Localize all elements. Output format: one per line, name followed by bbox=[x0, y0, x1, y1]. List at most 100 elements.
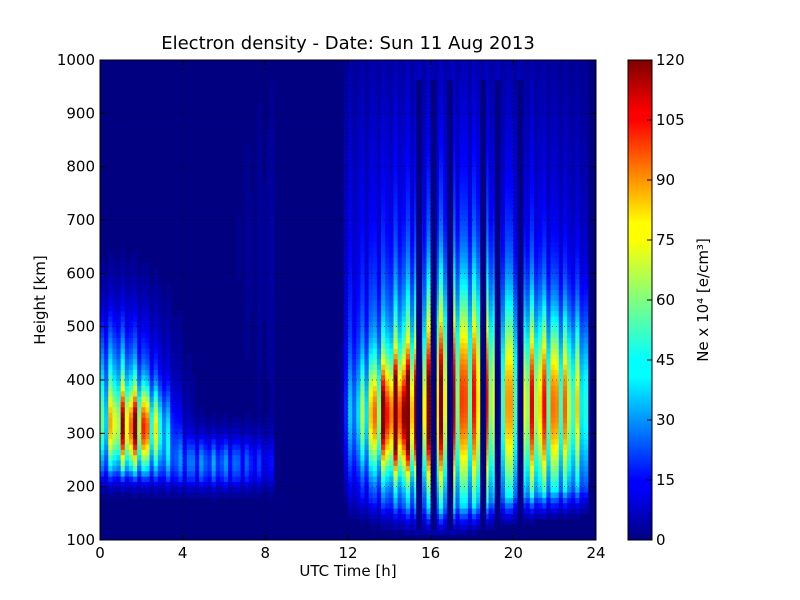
heatmap-cell bbox=[385, 326, 390, 333]
heatmap-cell bbox=[149, 396, 155, 402]
heatmap-cell bbox=[393, 470, 399, 477]
heatmap-cell bbox=[463, 289, 469, 296]
heatmap-cell bbox=[116, 481, 122, 488]
heatmap-cell bbox=[476, 321, 481, 328]
heatmap-cell bbox=[153, 460, 159, 466]
heatmap-cell bbox=[360, 385, 366, 392]
heatmap-cell bbox=[455, 246, 461, 253]
heatmap-cell bbox=[426, 406, 432, 413]
heatmap-cell bbox=[451, 454, 457, 461]
heatmap-cell bbox=[422, 518, 428, 525]
heatmap-cell bbox=[472, 380, 477, 386]
heatmap-cell bbox=[157, 449, 163, 456]
heatmap-cell bbox=[360, 108, 366, 114]
heatmap-cell bbox=[459, 225, 465, 232]
heatmap-cell bbox=[364, 316, 370, 322]
heatmap-cell bbox=[505, 278, 510, 285]
heatmap-cell bbox=[364, 310, 370, 317]
heatmap-cell bbox=[463, 198, 469, 205]
heatmap-cell bbox=[451, 273, 457, 280]
heatmap-cell bbox=[104, 321, 109, 328]
heatmap-cell bbox=[215, 465, 221, 472]
heatmap-cell bbox=[381, 209, 386, 216]
heatmap-cell bbox=[137, 470, 142, 477]
heatmap-cell bbox=[484, 412, 490, 418]
heatmap-cell bbox=[128, 476, 134, 482]
heatmap-cell bbox=[463, 433, 469, 440]
heatmap-cell bbox=[120, 316, 126, 322]
heatmap-cell bbox=[467, 220, 473, 226]
heatmap-cell bbox=[455, 470, 461, 477]
heatmap-cell bbox=[157, 348, 163, 354]
heatmap-cell bbox=[455, 97, 461, 104]
heatmap-cell bbox=[459, 385, 465, 392]
heatmap-cell bbox=[348, 326, 353, 333]
heatmap-cell bbox=[248, 214, 254, 221]
heatmap-cell bbox=[397, 102, 403, 109]
heatmap-cell bbox=[368, 246, 374, 253]
heatmap-cell bbox=[137, 412, 142, 418]
heatmap-cell bbox=[372, 438, 378, 445]
heatmap-cell bbox=[372, 113, 378, 120]
heatmap-cell bbox=[467, 444, 473, 450]
heatmap-cell bbox=[153, 406, 159, 413]
heatmap-cell bbox=[124, 444, 130, 450]
heatmap-cell bbox=[261, 444, 266, 450]
heatmap-cell bbox=[178, 433, 184, 440]
heatmap-cell bbox=[108, 374, 113, 381]
heatmap-cell bbox=[376, 492, 382, 498]
heatmap-cell bbox=[410, 460, 415, 466]
heatmap-cell bbox=[157, 438, 163, 445]
heatmap-cell bbox=[484, 156, 490, 162]
heatmap-cell bbox=[211, 486, 217, 493]
heatmap-cell bbox=[459, 129, 465, 136]
heatmap-cell bbox=[397, 454, 403, 461]
heatmap-cell bbox=[240, 470, 246, 477]
heatmap-cell bbox=[195, 481, 200, 488]
heatmap-cell bbox=[182, 470, 188, 477]
heatmap-cell bbox=[385, 252, 390, 258]
heatmap-cell bbox=[257, 172, 262, 178]
heatmap-cell bbox=[219, 428, 225, 434]
heatmap-cell bbox=[438, 486, 444, 493]
heatmap-cell bbox=[104, 486, 109, 493]
heatmap-cell bbox=[381, 433, 386, 440]
heatmap-cell bbox=[459, 300, 465, 306]
heatmap-cell bbox=[108, 353, 113, 360]
heatmap-cell bbox=[356, 102, 361, 109]
heatmap-cell bbox=[422, 230, 428, 237]
heatmap-cell bbox=[112, 460, 118, 466]
heatmap-cell bbox=[364, 396, 370, 402]
heatmap-cell bbox=[455, 396, 461, 402]
heatmap-cell bbox=[265, 492, 271, 498]
heatmap-cell bbox=[352, 140, 357, 146]
heatmap-cell bbox=[463, 454, 469, 461]
heatmap-cell bbox=[149, 289, 155, 296]
heatmap-cell bbox=[405, 385, 411, 392]
heatmap-cell bbox=[186, 481, 192, 488]
heatmap-cell bbox=[389, 129, 395, 136]
heatmap-cell bbox=[108, 406, 113, 413]
heatmap-cell bbox=[269, 150, 275, 157]
heatmap-cell bbox=[426, 396, 432, 402]
heatmap-cell bbox=[401, 140, 407, 146]
heatmap-cell bbox=[405, 422, 411, 429]
heatmap-cell bbox=[190, 406, 196, 413]
heatmap-cell bbox=[207, 433, 213, 440]
heatmap-cell bbox=[174, 454, 180, 461]
heatmap-cell bbox=[120, 337, 126, 344]
heatmap-cell bbox=[153, 316, 159, 322]
heatmap-cell bbox=[348, 246, 353, 253]
heatmap-cell bbox=[348, 70, 353, 77]
heatmap-cell bbox=[434, 209, 440, 216]
heatmap-cell bbox=[472, 497, 477, 504]
heatmap-cell bbox=[174, 438, 180, 445]
heatmap-cell bbox=[348, 134, 353, 141]
heatmap-cell bbox=[381, 454, 386, 461]
heatmap-cell bbox=[401, 358, 407, 365]
heatmap-cell bbox=[145, 268, 151, 274]
heatmap-cell bbox=[137, 433, 142, 440]
heatmap-cell bbox=[360, 86, 366, 93]
heatmap-cell bbox=[455, 198, 461, 205]
heatmap-cell bbox=[401, 385, 407, 392]
